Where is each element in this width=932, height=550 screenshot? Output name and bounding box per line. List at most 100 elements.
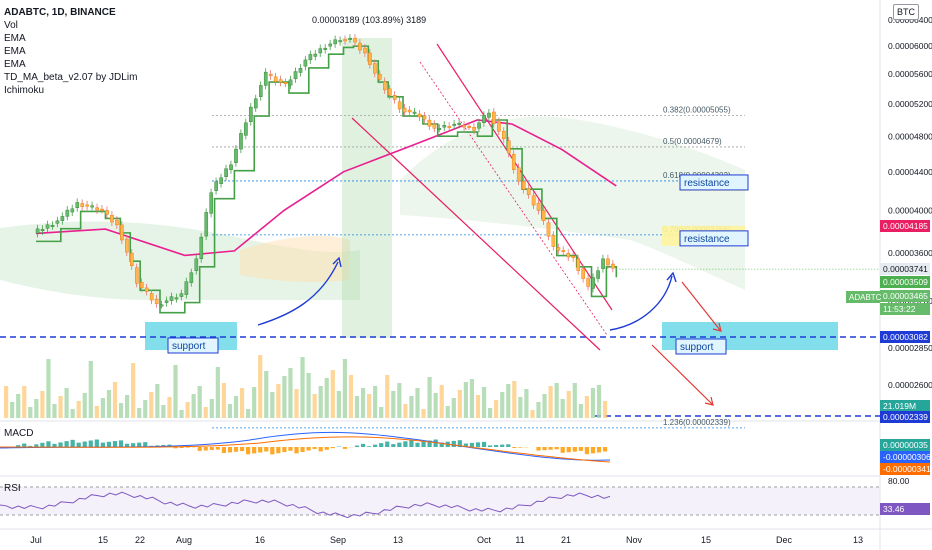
price-tag-text: 0.00003741: [883, 264, 928, 274]
candle: [373, 63, 377, 74]
candle: [313, 53, 318, 57]
indicator-ema-3[interactable]: EMA: [4, 59, 26, 70]
symbol-tag-box: [846, 291, 880, 303]
volume-bar: [494, 400, 499, 418]
macd-histogram-bar: [252, 447, 257, 454]
macd-histogram-bar: [246, 447, 251, 455]
volume-bar: [46, 359, 51, 418]
candle: [348, 37, 352, 40]
candle: [452, 123, 457, 126]
candle: [467, 125, 471, 128]
candle: [531, 195, 536, 206]
candle: [174, 297, 179, 300]
macd-histogram-bar: [276, 447, 281, 454]
candle: [204, 212, 209, 237]
zone-label-box: [675, 338, 727, 355]
volume-bar: [125, 395, 130, 418]
countdown-box: [880, 303, 930, 315]
candle: [601, 258, 605, 269]
macd-histogram-bar: [106, 441, 112, 447]
candle: [457, 122, 462, 125]
candle: [75, 202, 80, 208]
price-axis-tick: 0.00004800: [888, 132, 932, 142]
ichimoku-cloud: [0, 221, 360, 300]
symbol-title[interactable]: ADABTC, 1D, BINANCE: [4, 7, 116, 18]
macd-histogram-bar: [16, 445, 21, 447]
projection-curve: [609, 275, 673, 331]
candle: [392, 95, 397, 100]
volume-bar: [239, 388, 245, 418]
volume-bar: [112, 382, 118, 418]
zone-label-text: resistance: [684, 178, 730, 189]
macd-histogram-bar: [125, 443, 130, 447]
macd-histogram-bar: [131, 443, 136, 447]
macd-histogram-bar: [560, 447, 565, 453]
candle: [368, 52, 372, 65]
volume-bar: [548, 386, 553, 418]
candle: [462, 124, 466, 128]
rsi-value: 33.46: [883, 504, 905, 514]
price-axis-tick: 0.00005600: [888, 69, 932, 79]
volume-bar: [415, 388, 420, 418]
candle: [125, 238, 129, 253]
candle: [477, 122, 481, 129]
volume-bar: [258, 355, 263, 418]
candle: [239, 133, 243, 150]
volume-bar: [481, 387, 487, 418]
candle: [184, 281, 189, 295]
projection-arrowhead: [332, 256, 342, 268]
volume-bar: [433, 393, 438, 418]
volume-bar: [584, 396, 589, 418]
rsi-band: [0, 487, 880, 515]
time-axis-tick: 11: [515, 535, 524, 545]
volume-bar: [354, 396, 360, 418]
currency-badge[interactable]: BTC: [893, 4, 919, 20]
candle: [437, 127, 442, 130]
candles: [35, 34, 615, 309]
macd-histogram-bar: [421, 441, 426, 447]
macd-histogram-bar: [233, 447, 239, 452]
macd-histogram-bar: [173, 447, 178, 449]
macd-histogram-bar: [270, 447, 275, 455]
candle: [427, 119, 432, 127]
symbol-tag: ADABTC: [849, 293, 882, 302]
indicator-td-ma[interactable]: TD_MA_beta_v2.07 by JDLim: [4, 72, 138, 83]
volume-bar: [300, 357, 305, 418]
macd-histogram-bar: [34, 444, 39, 447]
price-tag-box: [880, 220, 930, 232]
macd-histogram-bar: [143, 442, 148, 447]
volume-bar: [421, 409, 426, 418]
volume-bar: [288, 368, 293, 418]
fib-level-label: 0.5(0.00004679): [663, 137, 722, 146]
volume-bar: [602, 401, 608, 418]
candle: [293, 71, 298, 80]
volume-bar: [336, 391, 341, 418]
indicator-ema-1[interactable]: EMA: [4, 33, 26, 44]
macd-histogram-bar: [197, 447, 202, 451]
macd-histogram-bar: [209, 447, 214, 451]
indicator-ema-2[interactable]: EMA: [4, 46, 26, 57]
candle: [303, 59, 308, 67]
indicator-ichimoku[interactable]: Ichimoku: [4, 85, 45, 96]
candle: [288, 79, 293, 86]
macd-histogram-bar: [409, 439, 414, 447]
price-axis-tick: 0.00006400: [888, 15, 932, 25]
candle: [139, 282, 144, 289]
macd-histogram-bar: [554, 447, 559, 450]
macd-histogram-bar: [481, 441, 487, 447]
macd-histogram-bar: [221, 447, 226, 454]
volume-bar: [137, 408, 142, 418]
indicator-vol[interactable]: Vol: [4, 20, 18, 31]
candle: [526, 188, 531, 195]
volume-bar: [512, 381, 517, 418]
volume-bar: [40, 391, 45, 418]
candle: [333, 39, 338, 45]
volume-bar: [221, 383, 226, 418]
price-tag-box: [880, 331, 930, 343]
macd-histogram-bar: [566, 447, 571, 453]
volume-bar: [227, 404, 233, 418]
volume-bar: [518, 397, 523, 418]
macd-histogram-bar: [324, 447, 329, 450]
volume-bar: [264, 371, 269, 418]
